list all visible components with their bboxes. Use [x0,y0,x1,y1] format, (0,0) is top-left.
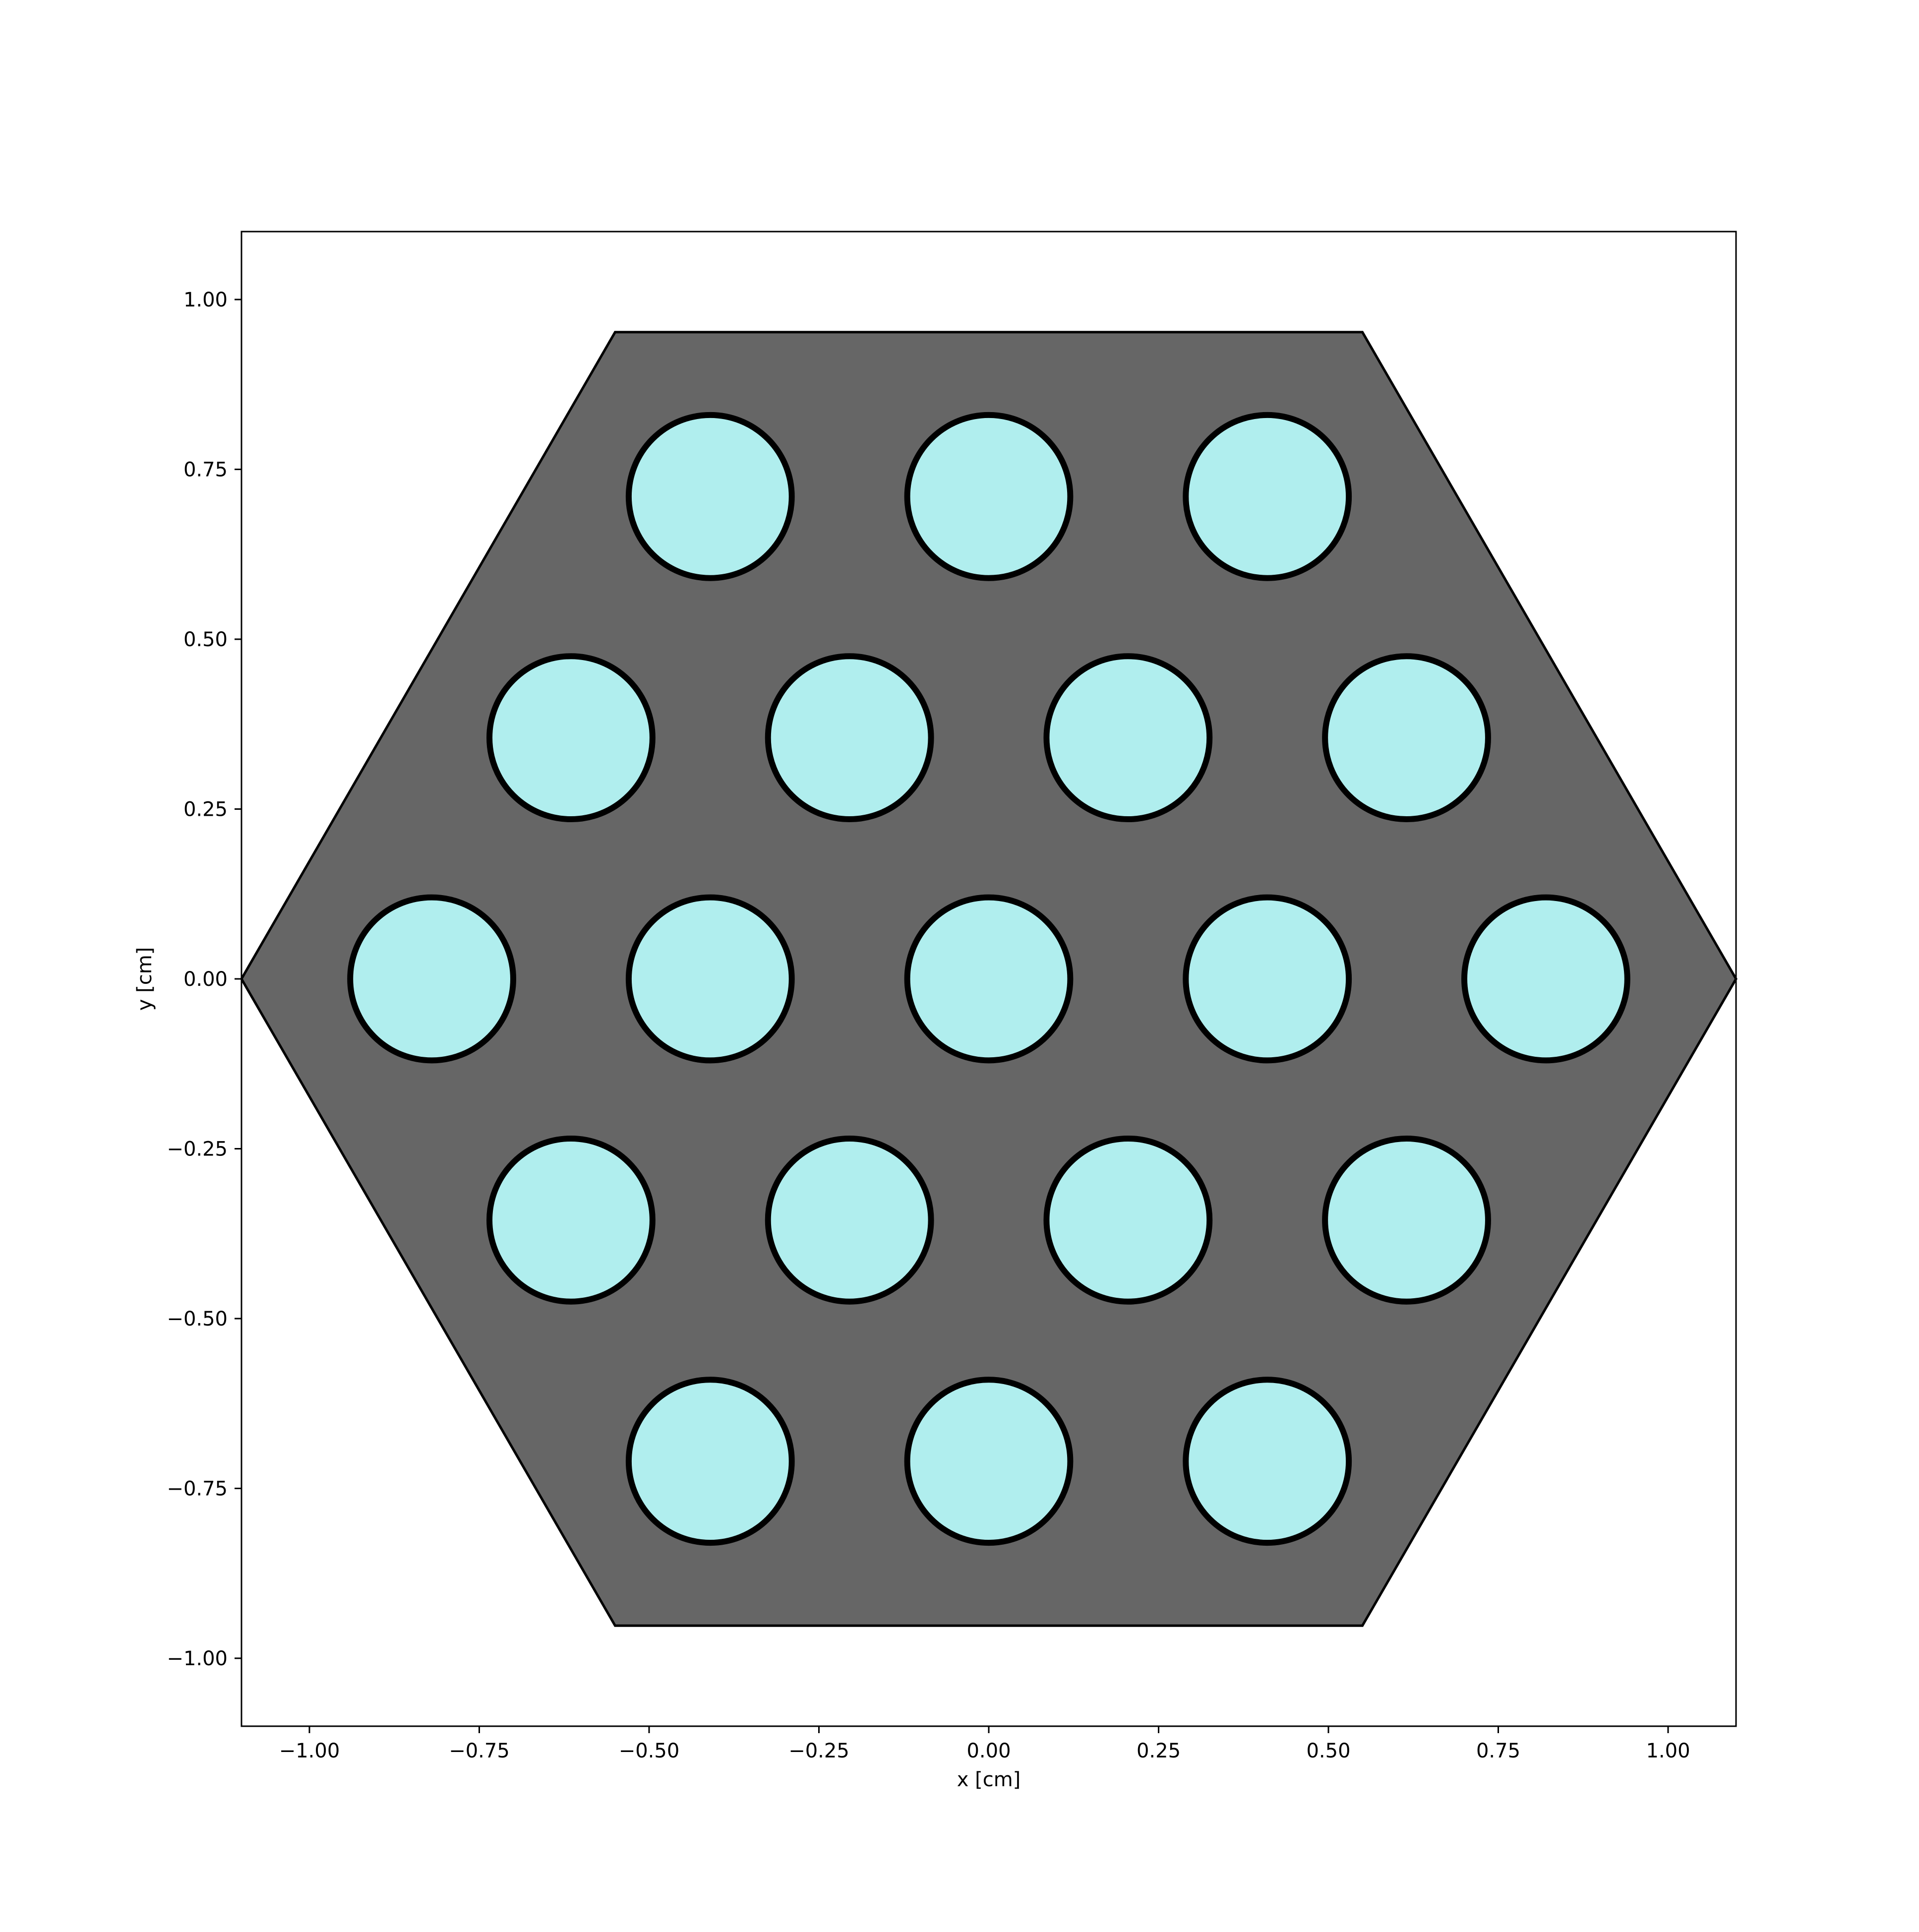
y-tick-label: 1.00 [183,289,228,311]
fuel-pin-12 [1461,894,1630,1064]
y-tick-label: 0.00 [183,968,228,991]
fuel-pin-4 [486,653,656,823]
y-axis-label: y [cm] [133,947,156,1011]
x-tick-label: 0.25 [1137,1740,1181,1762]
x-tick-label: 0.75 [1476,1740,1520,1762]
y-tick-label: −1.00 [167,1647,228,1670]
fuel-pin-15 [1043,1135,1213,1305]
fuel-pin-2 [904,412,1074,581]
fuel-pin-7 [1322,653,1491,823]
x-tick-label: −0.50 [619,1740,680,1762]
plot-data-layer [240,331,1738,1627]
y-tick-label: −0.25 [167,1138,228,1161]
x-tick-label: 0.50 [1306,1740,1350,1762]
x-tick-label: −0.25 [788,1740,849,1762]
y-tick-label: −0.75 [167,1478,228,1501]
fuel-pin-13 [486,1135,656,1305]
x-tick-label: 0.00 [966,1740,1011,1762]
x-tick-label: 1.00 [1646,1740,1690,1762]
fuel-pin-17 [625,1377,795,1546]
fuel-pin-9 [625,894,795,1064]
fuel-pin-19 [1183,1377,1352,1546]
y-axis-ticks: 1.00 0.75 0.50 0.25 0.00 −0.25 −0.50 −0.75 −1.00 [167,289,241,1670]
fuel-pin-14 [765,1135,934,1305]
fuel-pin-3 [1183,412,1352,581]
y-tick-label: 0.75 [183,459,228,482]
fuel-pin-11 [1183,894,1352,1064]
y-tick-label: 0.50 [183,628,228,651]
y-tick-label: 0.25 [183,798,228,821]
x-axis-label: x [cm] [957,1768,1021,1791]
fuel-pin-8 [347,894,516,1064]
fuel-pin-6 [1043,653,1213,823]
x-tick-label: −1.00 [279,1740,340,1762]
fuel-pin-10 [904,894,1074,1064]
x-axis-ticks: −1.00 −0.75 −0.50 −0.25 0.00 0.25 0.50 0.75 1.00 [279,1726,1690,1762]
fuel-pin-1 [625,412,795,581]
fuel-pin-5 [765,653,934,823]
fuel-pin-16 [1322,1135,1491,1305]
fuel-pin-18 [904,1377,1074,1546]
x-tick-label: −0.75 [449,1740,510,1762]
y-tick-label: −0.50 [167,1308,228,1330]
